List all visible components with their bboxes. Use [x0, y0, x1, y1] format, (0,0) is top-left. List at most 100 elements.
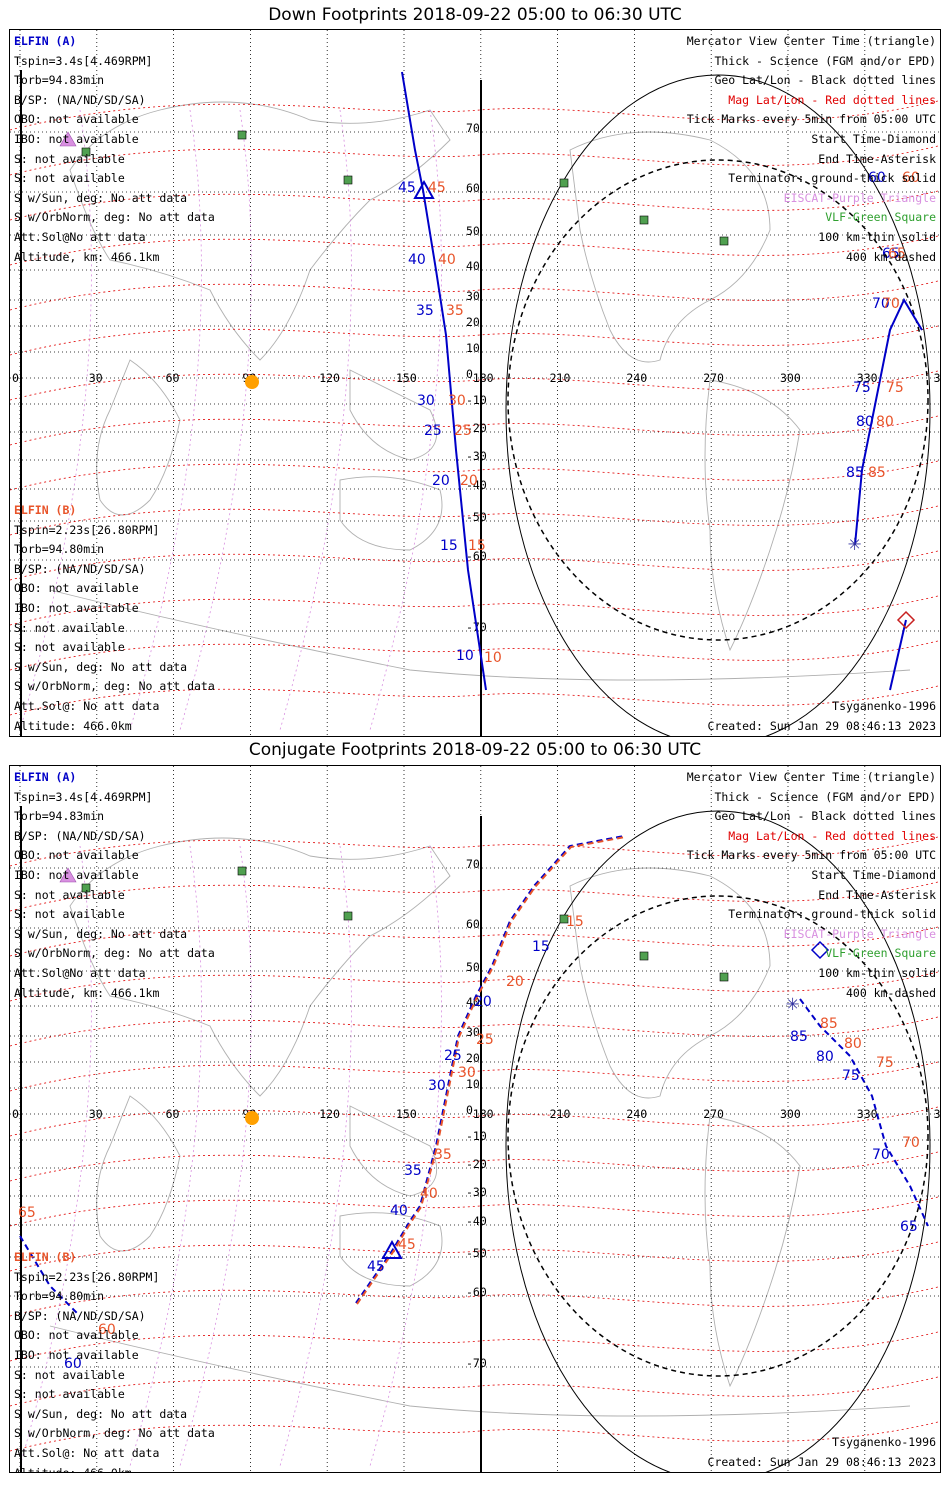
elfin-a-tick-label: 45 — [367, 1259, 385, 1275]
lat-tick-label: -10 — [466, 393, 487, 407]
elfin-b-tick-label: 85 — [820, 1016, 838, 1032]
lat-tick-label: 30 — [466, 289, 480, 303]
sun-icon — [245, 375, 259, 389]
lat-tick-label: -20 — [466, 421, 487, 435]
elfin-b-tick-label: 25 — [454, 423, 472, 439]
info-line: IBO: not available — [14, 600, 139, 615]
lon-tick-label: 360 — [934, 371, 941, 385]
elfin-a-tick-label: 80 — [816, 1049, 834, 1065]
lon-tick-label: 300 — [780, 371, 801, 385]
lat-tick-label: -50 — [466, 510, 487, 524]
lon-tick-label: 210 — [550, 1107, 571, 1121]
elfin-a-tick-label: 15 — [532, 939, 550, 955]
coastline — [69, 101, 451, 361]
mag-longitude-line — [179, 845, 252, 1467]
info-line: Altitude: 466.0km — [14, 1465, 132, 1473]
lon-tick-label: 30 — [89, 1107, 103, 1121]
elfin-b-tick-label: 80 — [876, 414, 894, 430]
elfin-a-track-conj — [355, 835, 625, 1304]
coastline — [349, 1105, 438, 1197]
footer-right-down: Tsyganenko-1996 Created: Sun Jan 29 08:4… — [708, 697, 936, 736]
mag-longitude-line — [129, 109, 202, 731]
legend-item: 400 km-dashed — [845, 249, 936, 264]
vlf-site-marker — [559, 914, 569, 924]
info-line: B/SP: (NA/ND/SD/SA) — [14, 561, 146, 576]
info-line: S: not available — [14, 1367, 125, 1382]
coastline — [349, 369, 438, 461]
coastline — [339, 476, 443, 551]
elfin-b-tick-label: 85 — [868, 465, 886, 481]
lon-tick-label: 120 — [319, 1107, 340, 1121]
elfin-a-tick-label: 85 — [846, 465, 864, 481]
info-line: S w/OrbNorm, deg: No att data — [14, 1426, 215, 1441]
start-time-diamond — [896, 610, 916, 630]
lon-tick-label: 150 — [396, 371, 417, 385]
elfin-a-tick-label: 20 — [474, 994, 492, 1010]
legend-item: Geo Lat/Lon - Black dotted lines — [714, 809, 936, 824]
legend-item: Terminator: ground-thick solid — [728, 171, 936, 186]
lon-tick-label: 180 — [473, 371, 494, 385]
vlf-site-marker — [719, 972, 729, 982]
info-line: Tspin=2.23s[26.80RPM] — [14, 522, 160, 537]
legend-conjugate: Mercator View Center Time (triangle) Thi… — [687, 768, 936, 1003]
vlf-site-marker — [343, 175, 353, 185]
info-line: Tspin=3.4s[4.469RPM] — [14, 53, 153, 68]
legend-item: Mag Lat/Lon - Red dotted lines — [728, 828, 936, 843]
info-line: S: not available — [14, 620, 125, 635]
elfin-a-tick-label: 70 — [872, 1147, 890, 1163]
info-line: Tspin=2.23s[26.80RPM] — [14, 1269, 160, 1284]
legend-item: Terminator: ground-thick solid — [728, 907, 936, 922]
elfin-a-track-tail — [889, 619, 907, 691]
elfin-a-tick-label: 30 — [417, 393, 435, 409]
legend-item: Thick - Science (FGM and/or EPD) — [714, 53, 936, 68]
elfin-a-tick-label: 65 — [900, 1219, 918, 1235]
mag-longitude-line — [19, 109, 92, 731]
elfin-a-tick-label: 75 — [842, 1068, 860, 1084]
elfin-b-tick-label: 15 — [566, 914, 584, 930]
created-label: Created: Sun Jan 29 08:46:13 2023 — [707, 1454, 936, 1469]
terminator-400km — [507, 895, 929, 1377]
map-panel-down: 0306090120150180210240270300330360706050… — [9, 29, 941, 737]
elfin-a-header: ELFIN (A) — [14, 770, 77, 784]
model-label: Tsyganenko-1996 — [832, 699, 936, 713]
start-time-diamond — [810, 940, 830, 960]
info-line: OBO: not available — [14, 112, 139, 127]
coastline — [569, 867, 771, 1099]
elfin-a-tick-label: 25 — [444, 1048, 462, 1064]
info-line: Altitude, km: 466.1km — [14, 249, 160, 264]
elfin-b-tick-label: 25 — [476, 1032, 494, 1048]
elfin-b-track-conj — [356, 836, 626, 1305]
eiscat-marker — [59, 867, 77, 883]
legend-item: Mercator View Center Time (triangle) — [686, 34, 936, 48]
info-line: Altitude: 466.0km — [14, 718, 132, 733]
info-line: S: not available — [14, 1387, 125, 1402]
lon-tick-label: 330 — [857, 371, 878, 385]
info-line: B/SP: (NA/ND/SD/SA) — [14, 1308, 146, 1323]
lat-tick-label: -40 — [466, 478, 487, 492]
coastline — [569, 131, 771, 363]
lon-tick-label: 0 — [12, 371, 19, 385]
elfin-b-info-conjugate: ELFIN (B) Tspin=2.23s[26.80RPM] Torb=94.… — [14, 1248, 215, 1473]
panel-title-down: Down Footprints 2018-09-22 05:00 to 06:3… — [268, 5, 682, 25]
vlf-site-marker — [639, 951, 649, 961]
legend-item: Start Time-Diamond — [811, 867, 936, 882]
elfin-b-tick-label: 10 — [484, 650, 502, 666]
footprint-map-down: 0306090120150180210240270300330360706050… — [10, 30, 941, 736]
info-line: Torb=94.80min — [14, 1289, 105, 1304]
elfin-a-tick-label: 35 — [404, 1163, 422, 1179]
legend-item: End Time-Asterisk — [818, 887, 936, 902]
lon-tick-label: 120 — [319, 371, 340, 385]
elfin-a-header: ELFIN (A) — [14, 34, 77, 48]
vlf-site-marker — [81, 147, 91, 157]
elfin-b-tick-label: 35 — [434, 1147, 452, 1163]
legend-item: End Time-Asterisk — [818, 151, 936, 166]
info-line: OBO: not available — [14, 848, 139, 863]
info-line: S w/OrbNorm, deg: No att data — [14, 679, 215, 694]
lat-tick-label: 10 — [466, 341, 480, 355]
mag-longitude-line — [19, 845, 92, 1467]
lon-tick-label: 300 — [780, 1107, 801, 1121]
lon-tick-label: 150 — [396, 1107, 417, 1121]
created-label: Created: Sun Jan 29 08:46:13 2023 — [707, 718, 936, 733]
info-line: S w/Sun, deg: No att data — [14, 190, 188, 205]
elfin-b-tick-label: 65 — [18, 1205, 36, 1221]
